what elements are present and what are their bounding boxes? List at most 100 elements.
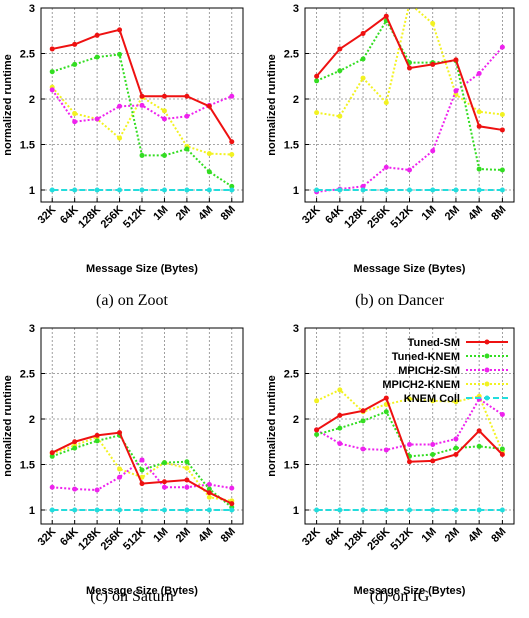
data-point (360, 507, 366, 513)
data-point (430, 398, 436, 404)
series-group (314, 8, 505, 195)
x-tick-label: 4M (196, 526, 215, 545)
y-tick-label: 2.5 (284, 369, 299, 381)
x-tick-label: 128K (342, 204, 369, 231)
data-point (184, 465, 190, 471)
data-point (383, 507, 389, 513)
y-tick-label: 1.5 (284, 140, 299, 152)
data-point (337, 46, 343, 52)
data-point (229, 485, 235, 491)
data-point (161, 479, 167, 485)
data-point (229, 152, 235, 158)
legend-marker (484, 381, 490, 387)
x-tick-label: 1M (420, 204, 439, 223)
data-point (72, 187, 78, 193)
data-point (94, 507, 100, 513)
data-point (117, 27, 123, 33)
x-tick-label: 512K (121, 526, 148, 553)
data-point (229, 139, 235, 145)
data-point (161, 108, 167, 114)
data-point (499, 44, 505, 50)
y-tick-label: 1 (293, 185, 299, 197)
data-point (206, 151, 212, 157)
data-point (499, 187, 505, 193)
y-tick-label: 1 (29, 185, 35, 197)
data-point (476, 507, 482, 513)
data-point (72, 439, 78, 445)
data-point (453, 445, 459, 451)
data-point (184, 113, 190, 119)
x-tick-label: 1M (151, 526, 170, 545)
data-point (72, 119, 78, 125)
data-point (314, 427, 320, 433)
y-tick-label: 2.5 (20, 49, 35, 61)
data-point (206, 490, 212, 496)
data-point (161, 152, 167, 158)
data-point (139, 152, 145, 158)
data-point (72, 445, 78, 451)
x-tick-label: 4M (466, 526, 485, 545)
data-point (476, 187, 482, 193)
data-point (499, 411, 505, 417)
x-tick-label: 128K (342, 526, 369, 553)
data-point (407, 459, 412, 465)
legend-label: MPICH2-KNEM (382, 379, 460, 391)
x-tick-label: 256K (365, 204, 392, 231)
data-point (360, 446, 366, 452)
data-point (499, 111, 505, 117)
data-point (407, 507, 412, 513)
data-point (206, 494, 212, 500)
data-point (453, 451, 459, 457)
data-point (499, 451, 505, 457)
data-point (499, 446, 505, 452)
data-point (161, 484, 167, 490)
data-point (314, 431, 320, 437)
data-point (337, 507, 343, 513)
x-tick-label: 128K (76, 526, 103, 553)
data-point (476, 166, 482, 172)
x-tick-label: 2M (443, 526, 462, 545)
data-point (229, 501, 235, 507)
data-point (117, 103, 123, 109)
panel-caption: (a) on Zoot (96, 292, 169, 309)
legend: Tuned-SM Tuned-KNEM MPICH2-SM MPICH2-KNEM KN… (382, 337, 508, 405)
data-point (337, 387, 343, 393)
data-point (139, 481, 145, 487)
data-point (314, 187, 320, 193)
data-point (229, 93, 235, 99)
series-group (49, 27, 235, 193)
data-point (383, 395, 389, 401)
y-tick-label: 1 (293, 505, 299, 517)
data-point (117, 507, 123, 513)
data-point (383, 13, 389, 19)
legend-label: MPICH2-SM (398, 365, 460, 377)
y-tick-label: 3 (293, 323, 299, 335)
data-point (161, 507, 167, 513)
data-point (72, 61, 78, 67)
data-point (337, 68, 343, 74)
data-point (360, 183, 366, 189)
data-point (383, 187, 389, 193)
data-point (184, 187, 190, 193)
data-point (229, 187, 235, 193)
x-tick-label: 256K (99, 526, 126, 553)
data-point (117, 430, 123, 436)
x-axis-label: Message Size (Bytes) (354, 585, 466, 597)
data-point (337, 187, 343, 193)
data-point (430, 507, 436, 513)
x-tick-label: 4M (466, 204, 485, 223)
data-point (407, 65, 412, 71)
series-line-tuned-knem (316, 18, 503, 171)
data-point (94, 54, 100, 60)
x-tick-label: 2M (174, 526, 193, 545)
legend-marker (484, 353, 490, 359)
data-point (430, 61, 436, 67)
data-point (360, 30, 366, 36)
data-point (49, 46, 55, 52)
data-point (407, 441, 412, 447)
y-tick-label: 2 (293, 94, 299, 106)
data-point (430, 148, 436, 154)
data-point (94, 432, 100, 438)
data-point (139, 93, 145, 99)
x-tick-label: 256K (365, 526, 392, 553)
